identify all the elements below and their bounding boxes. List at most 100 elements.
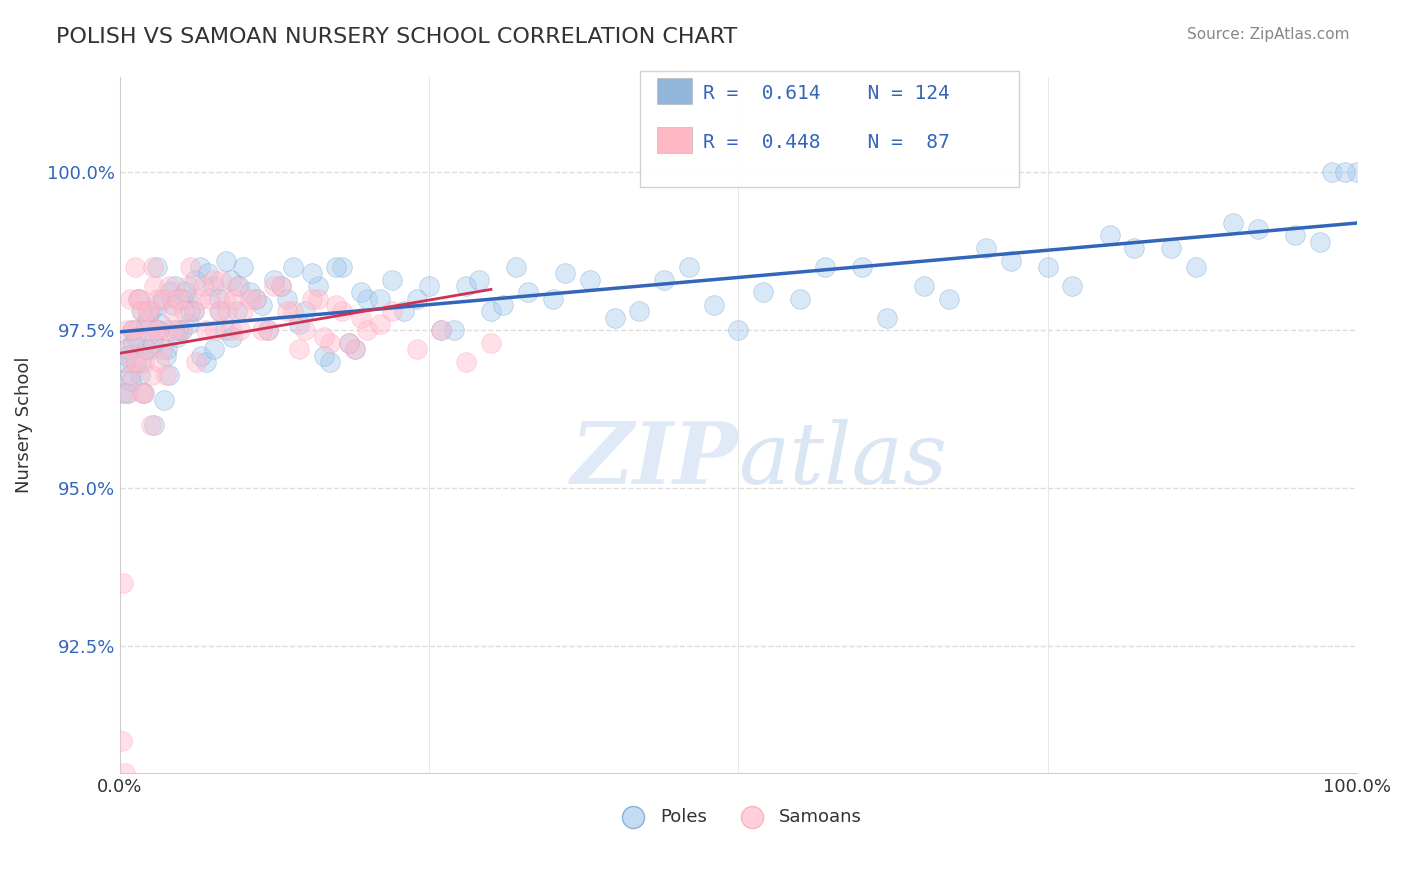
Point (183, 304, 205, 318)
Point (183, 304, 205, 318)
Point (177, 279, 200, 293)
Point (974, 241, 997, 255)
Point (127, 292, 149, 306)
Point (1062, 279, 1084, 293)
Point (115, 323, 138, 337)
Point (165, 279, 187, 293)
Point (122, 335, 145, 350)
Point (155, 368, 177, 382)
Point (174, 285, 197, 300)
Point (245, 292, 267, 306)
Point (146, 292, 169, 306)
Point (208, 304, 231, 318)
Point (239, 285, 262, 300)
Point (541, 292, 564, 306)
Point (150, 343, 173, 357)
Point (112, 386, 135, 401)
Point (232, 260, 254, 274)
Point (443, 323, 465, 337)
Point (142, 335, 165, 350)
Point (138, 304, 160, 318)
Point (156, 323, 179, 337)
Point (114, 355, 136, 369)
Point (120, 374, 142, 388)
Point (148, 355, 170, 369)
Point (134, 386, 156, 401)
Point (281, 260, 304, 274)
Point (167, 292, 190, 306)
Point (148, 323, 170, 337)
Point (226, 304, 249, 318)
Point (1222, 216, 1244, 230)
Point (115, 349, 138, 363)
Point (257, 323, 280, 337)
Point (122, 323, 145, 337)
Point (141, 343, 163, 357)
Point (239, 292, 262, 306)
Point (343, 343, 366, 357)
Point (479, 335, 502, 350)
Point (281, 304, 304, 318)
Point (170, 323, 193, 337)
Point (337, 335, 360, 350)
Point (1322, 165, 1344, 179)
Point (128, 292, 150, 306)
Point (221, 329, 243, 343)
Point (195, 323, 218, 337)
Point (229, 323, 252, 337)
Point (214, 292, 236, 306)
Point (579, 273, 602, 287)
Point (167, 323, 190, 337)
Point (1098, 228, 1121, 243)
Point (263, 273, 285, 287)
Point (1247, 222, 1270, 236)
Point (132, 386, 155, 401)
Point (232, 304, 254, 318)
Point (179, 260, 201, 274)
Point (127, 292, 149, 306)
Point (142, 260, 165, 274)
Point (188, 260, 211, 274)
Point (381, 304, 404, 318)
Point (356, 292, 378, 306)
Point (492, 298, 515, 312)
Point (208, 304, 231, 318)
Point (146, 260, 169, 274)
Point (294, 323, 316, 337)
Point (479, 304, 502, 318)
Point (131, 386, 153, 401)
Point (350, 285, 373, 300)
Point (163, 323, 186, 337)
Point (1284, 228, 1306, 243)
Point (912, 279, 935, 293)
Point (368, 317, 391, 331)
Point (430, 323, 453, 337)
Point (128, 368, 150, 382)
Point (276, 304, 298, 318)
Point (188, 292, 211, 306)
Point (301, 292, 323, 306)
Point (215, 253, 238, 268)
Point (157, 368, 180, 382)
Point (177, 292, 200, 306)
Point (1309, 235, 1331, 249)
Point (124, 260, 146, 274)
Point (703, 298, 725, 312)
Point (350, 310, 373, 325)
Point (118, 368, 141, 382)
Point (1036, 260, 1059, 274)
Point (250, 323, 273, 337)
Point (405, 343, 427, 357)
Text: R =  0.448    N =  87: R = 0.448 N = 87 (703, 133, 949, 153)
Point (312, 349, 335, 363)
Point (554, 266, 576, 280)
Point (851, 260, 873, 274)
Point (190, 349, 212, 363)
Point (186, 355, 208, 369)
Point (368, 292, 391, 306)
Point (117, 343, 139, 357)
Point (159, 285, 181, 300)
Point (201, 273, 224, 287)
Point (214, 323, 236, 337)
Point (312, 329, 335, 343)
